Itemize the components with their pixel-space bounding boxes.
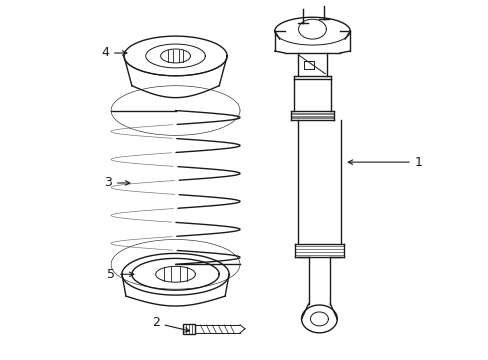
Text: 5: 5 — [107, 268, 134, 281]
Text: 3: 3 — [104, 176, 130, 189]
Text: 4: 4 — [101, 46, 126, 59]
Text: 2: 2 — [151, 316, 189, 332]
Bar — [183, 324, 195, 334]
Text: 1: 1 — [347, 156, 422, 168]
